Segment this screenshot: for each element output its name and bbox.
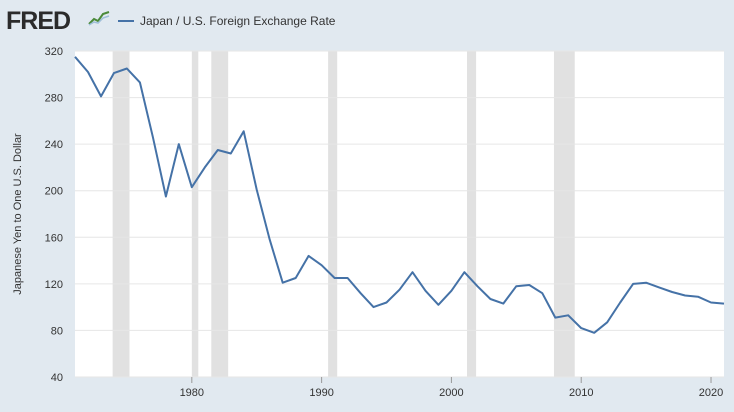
- y-tick-label: 320: [45, 46, 63, 58]
- x-tick-label: 2000: [439, 387, 463, 399]
- recession-band: [112, 51, 130, 377]
- gridlines: [75, 50, 724, 378]
- y-tick-label: 240: [45, 139, 63, 151]
- recession-band: [328, 51, 338, 377]
- y-axis-ticks: 40 80 120 160 200 240 280 320: [45, 46, 63, 384]
- y-tick-label: 40: [51, 372, 63, 384]
- y-tick-label: 280: [45, 93, 63, 105]
- y-axis-title: Japanese Yen to One U.S. Dollar: [12, 133, 24, 295]
- x-tick-label: 1980: [180, 387, 204, 399]
- series-line: [74, 56, 725, 334]
- recession-band: [466, 51, 477, 377]
- x-tick-label: 2010: [569, 387, 593, 399]
- recession-bands: [112, 51, 575, 377]
- trend-line-icon: [88, 10, 110, 31]
- plot-area: [75, 51, 724, 377]
- recession-band: [553, 51, 575, 377]
- legend-swatch: [118, 20, 134, 22]
- y-tick-label: 200: [45, 186, 63, 198]
- recession-band: [191, 51, 199, 377]
- x-tick-label: 1990: [309, 387, 333, 399]
- recession-band: [211, 51, 229, 377]
- fred-logo[interactable]: FRED: [6, 7, 71, 35]
- series-layer: [74, 56, 725, 334]
- chart-legend: Japan / U.S. Foreign Exchange Rate: [118, 9, 335, 33]
- x-axis-ticks: 1980 1990 2000 2010 2020: [180, 377, 723, 399]
- y-tick-label: 120: [45, 279, 63, 291]
- y-tick-label: 80: [51, 325, 63, 337]
- chart-header: FRED Japan / U.S. Foreign Exchange Rate: [0, 0, 734, 40]
- y-tick-label: 160: [45, 232, 63, 244]
- x-tick-label: 2020: [699, 387, 723, 399]
- legend-label[interactable]: Japan / U.S. Foreign Exchange Rate: [140, 14, 336, 28]
